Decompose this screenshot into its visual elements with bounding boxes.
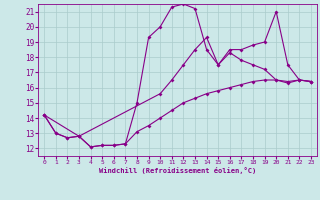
X-axis label: Windchill (Refroidissement éolien,°C): Windchill (Refroidissement éolien,°C) xyxy=(99,167,256,174)
